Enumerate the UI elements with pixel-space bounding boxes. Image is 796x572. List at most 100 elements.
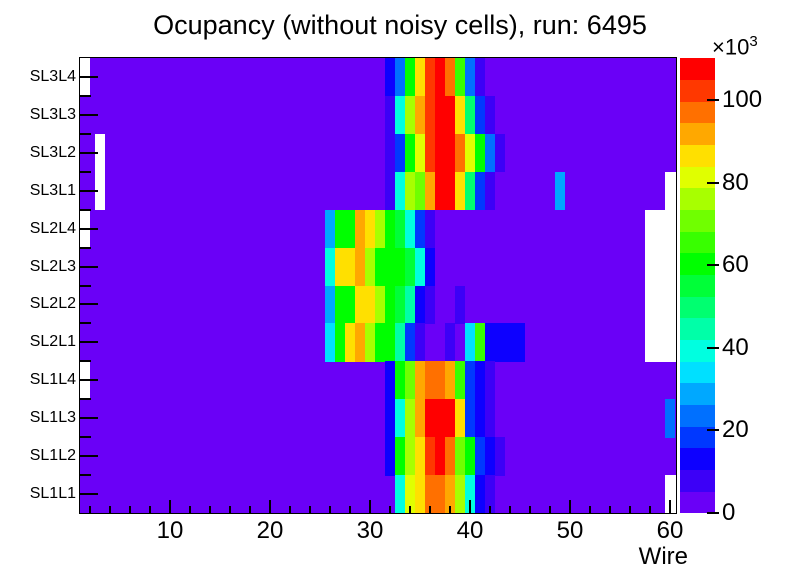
heatmap-cell bbox=[475, 58, 485, 97]
x-axis-tick-label: 50 bbox=[556, 517, 584, 544]
heatmap-cell bbox=[395, 361, 405, 400]
heatmap-cell bbox=[455, 399, 465, 438]
y-axis-label: SL1L2 bbox=[29, 447, 76, 465]
heatmap-cell bbox=[425, 133, 435, 173]
heatmap-cell bbox=[385, 247, 395, 286]
colorbar bbox=[680, 58, 715, 514]
heatmap-cell bbox=[345, 285, 355, 324]
heatmap-cell bbox=[325, 247, 335, 286]
heatmap-cell bbox=[505, 323, 515, 362]
y-axis-label: SL1L4 bbox=[29, 371, 76, 389]
empty-cell-white bbox=[665, 475, 676, 514]
heatmap-cell bbox=[465, 323, 475, 362]
colorbar-tick bbox=[707, 99, 719, 102]
y-axis-major-tick bbox=[80, 493, 98, 496]
heatmap-cell bbox=[455, 133, 465, 173]
y-axis-minor-tick bbox=[80, 436, 91, 439]
heatmap-cell bbox=[345, 323, 355, 362]
colorbar-band bbox=[680, 491, 715, 514]
heatmap-cell bbox=[495, 133, 505, 173]
y-axis-major-tick bbox=[80, 113, 98, 116]
heatmap-cell bbox=[355, 247, 365, 286]
heatmap-cell bbox=[485, 437, 495, 476]
heatmap-cell bbox=[375, 323, 385, 362]
heatmap-cell bbox=[405, 247, 415, 286]
heatmap-cell bbox=[375, 285, 385, 324]
colorbar-power-exponent: 3 bbox=[749, 33, 758, 50]
x-axis-minor-tick bbox=[249, 506, 251, 513]
heatmap-cell bbox=[365, 209, 375, 249]
x-axis-minor-tick bbox=[309, 506, 311, 513]
colorbar-band bbox=[680, 209, 715, 232]
y-axis-major-tick bbox=[80, 75, 98, 78]
heatmap-cell bbox=[385, 361, 395, 400]
heatmap-cell bbox=[405, 133, 415, 173]
heatmap-cell bbox=[665, 399, 675, 438]
y-axis-label: SL3L3 bbox=[29, 105, 76, 123]
x-axis-minor-tick bbox=[109, 506, 111, 513]
y-axis-label: SL3L1 bbox=[29, 181, 76, 199]
heatmap-cell bbox=[395, 437, 405, 476]
heatmap-cell bbox=[475, 95, 485, 135]
heatmap-cell bbox=[415, 475, 425, 514]
colorbar-band bbox=[680, 144, 715, 167]
colorbar-band bbox=[680, 58, 715, 81]
heatmap-cell bbox=[395, 95, 405, 135]
heatmap-cell bbox=[485, 95, 495, 135]
x-axis-minor-tick bbox=[489, 506, 491, 513]
x-axis-minor-tick bbox=[609, 506, 611, 513]
heatmap-cell bbox=[555, 171, 565, 211]
heatmap-cell bbox=[395, 171, 405, 211]
heatmap-cell bbox=[455, 475, 465, 514]
heatmap-cell bbox=[415, 209, 425, 249]
colorbar-band bbox=[680, 404, 715, 427]
heatmap-cell bbox=[405, 399, 415, 438]
x-axis-minor-tick bbox=[629, 506, 631, 513]
heatmap-cell bbox=[335, 285, 345, 324]
empty-cell-white bbox=[665, 209, 676, 249]
empty-cell-white bbox=[655, 285, 665, 324]
heatmap-cell bbox=[385, 285, 395, 324]
heatmap-cell bbox=[445, 323, 455, 362]
y-axis-minor-tick bbox=[80, 94, 91, 97]
heatmap-cell bbox=[495, 323, 505, 362]
x-axis-major-tick bbox=[669, 500, 671, 513]
heatmap-cell bbox=[415, 437, 425, 476]
x-axis-minor-tick bbox=[429, 506, 431, 513]
y-axis-minor-tick bbox=[80, 284, 91, 287]
x-axis-minor-tick bbox=[289, 506, 291, 513]
empty-cell-white bbox=[645, 247, 655, 286]
heatmap-cell bbox=[415, 399, 425, 438]
heatmap-cell bbox=[425, 285, 435, 324]
heatmap-cell bbox=[395, 285, 405, 324]
heatmap-cell bbox=[425, 209, 435, 249]
colorbar-tick bbox=[707, 512, 719, 514]
heatmap-cell bbox=[445, 171, 455, 211]
heatmap-cell bbox=[385, 323, 395, 362]
heatmap-cell bbox=[405, 361, 415, 400]
colorbar-band bbox=[680, 166, 715, 189]
heatmap-cell bbox=[415, 58, 425, 97]
x-axis-major-tick bbox=[469, 500, 471, 513]
heatmap-cell bbox=[385, 437, 395, 476]
y-axis-minor-tick bbox=[80, 208, 91, 211]
colorbar-tick-label: 80 bbox=[722, 168, 749, 196]
heatmap-cell bbox=[445, 95, 455, 135]
y-axis-label: SL2L2 bbox=[29, 295, 76, 313]
heatmap-cell bbox=[475, 133, 485, 173]
colorbar-band bbox=[680, 318, 715, 341]
heatmap-cell bbox=[375, 247, 385, 286]
heatmap-cell bbox=[465, 58, 475, 97]
heatmap-cell bbox=[435, 475, 445, 514]
heatmap-cell bbox=[425, 95, 435, 135]
empty-cell-white bbox=[95, 171, 105, 211]
heatmap-cell bbox=[465, 171, 475, 211]
heatmap-cell bbox=[385, 133, 395, 173]
empty-cell-white bbox=[665, 285, 676, 324]
heatmap-cell bbox=[455, 58, 465, 97]
heatmap-cell bbox=[485, 171, 495, 211]
x-axis-minor-tick bbox=[549, 506, 551, 513]
x-axis-minor-tick bbox=[389, 506, 391, 513]
heatmap-cell bbox=[385, 58, 395, 97]
x-axis-tick-label: 60 bbox=[656, 517, 684, 544]
